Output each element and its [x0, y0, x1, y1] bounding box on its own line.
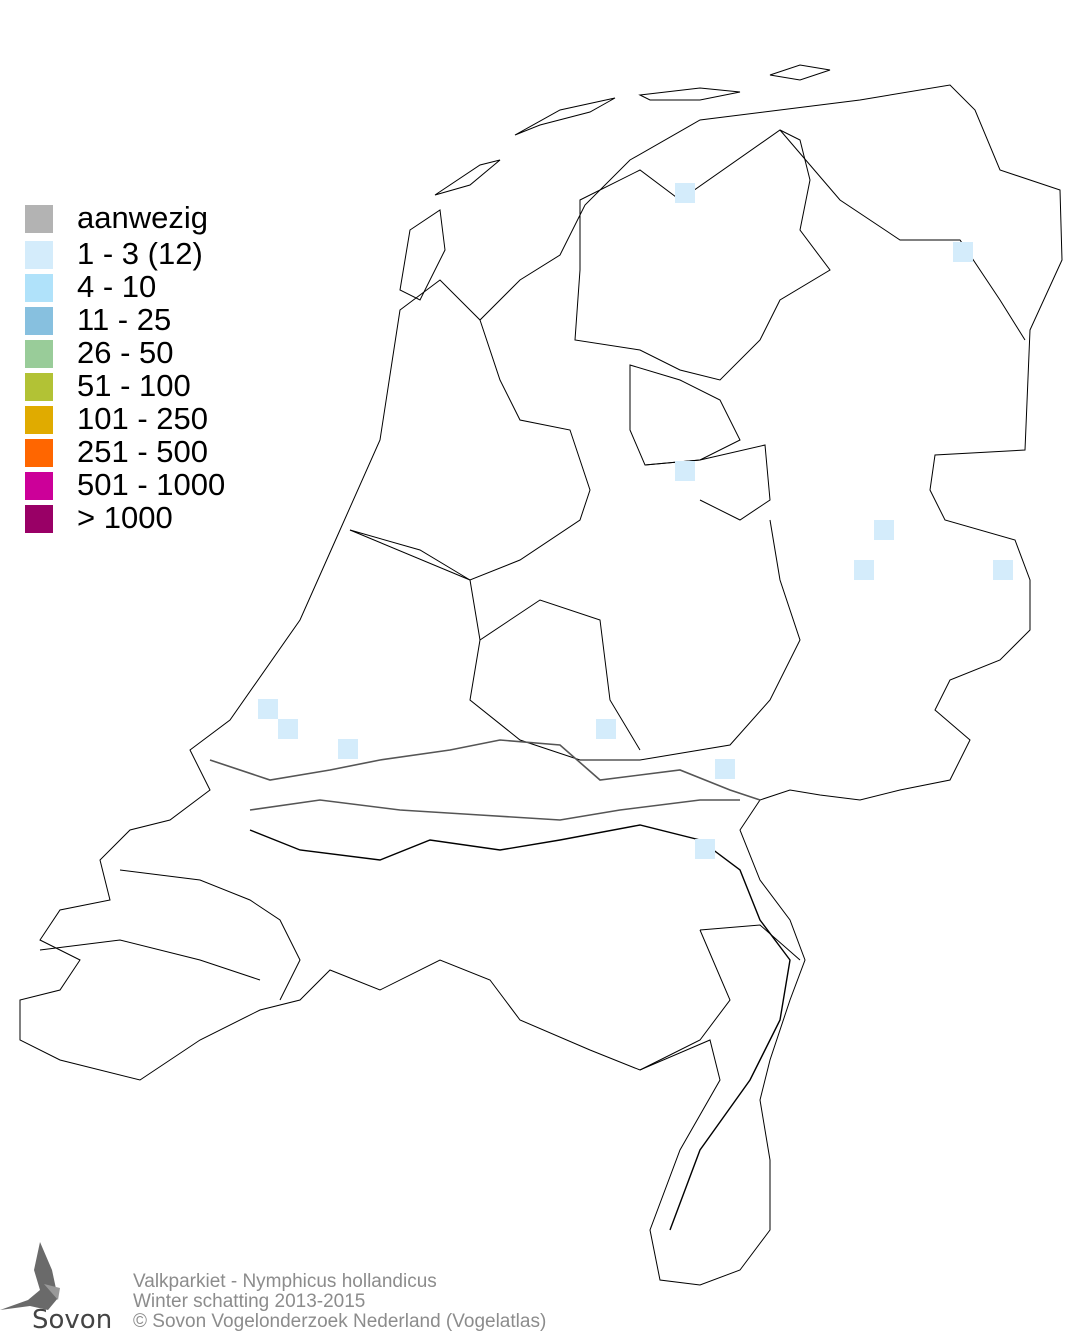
legend-swatch — [25, 439, 53, 467]
legend-swatch — [25, 373, 53, 401]
sovon-logo: Sovon — [0, 1240, 120, 1335]
occupied-cell — [993, 560, 1013, 580]
occupied-cell — [675, 183, 695, 203]
occupied-cell — [675, 461, 695, 481]
legend-label: 4 - 10 — [77, 269, 157, 304]
species-name: Valkparkiet - Nymphicus hollandicus — [133, 1271, 437, 1292]
legend-swatch — [25, 241, 53, 269]
occupied-cell — [695, 839, 715, 859]
occupied-cell — [258, 699, 278, 719]
occupied-cell — [953, 242, 973, 262]
occupied-cells — [258, 183, 1013, 859]
legend-label: 11 - 25 — [77, 302, 172, 337]
legend-swatch — [25, 472, 53, 500]
legend-label: 101 - 250 — [77, 401, 208, 436]
map-caption: Valkparkiet - Nymphicus hollandicus Wint… — [133, 1272, 546, 1332]
period: Winter schatting 2013-2015 — [133, 1291, 366, 1312]
legend-label: 501 - 1000 — [77, 467, 226, 502]
legend-swatch — [25, 406, 53, 434]
swallow-icon: Sovon — [0, 1242, 112, 1335]
legend-swatch — [25, 307, 53, 335]
legend-swatch — [25, 205, 53, 233]
legend-label: 251 - 500 — [77, 434, 208, 469]
legend-label: 1 - 3 (12) — [77, 236, 203, 271]
occupied-cell — [874, 520, 894, 540]
occupied-cell — [715, 759, 735, 779]
copyright: © Sovon Vogelonderzoek Nederland (Vogela… — [133, 1311, 547, 1332]
legend-swatch — [25, 274, 53, 302]
legend-label: 51 - 100 — [77, 368, 191, 403]
legend-swatch — [25, 505, 53, 533]
occupied-cell — [854, 560, 874, 580]
occupied-cell — [338, 739, 358, 759]
occupied-cell — [596, 719, 616, 739]
legend-label: 26 - 50 — [77, 335, 174, 370]
legend-swatch — [25, 340, 53, 368]
svg-text:Sovon: Sovon — [32, 1305, 112, 1335]
occupied-cell — [278, 719, 298, 739]
legend-label: > 1000 — [77, 500, 173, 535]
legend-label: aanwezig — [77, 200, 208, 235]
country-outline — [19, 84, 1063, 1286]
